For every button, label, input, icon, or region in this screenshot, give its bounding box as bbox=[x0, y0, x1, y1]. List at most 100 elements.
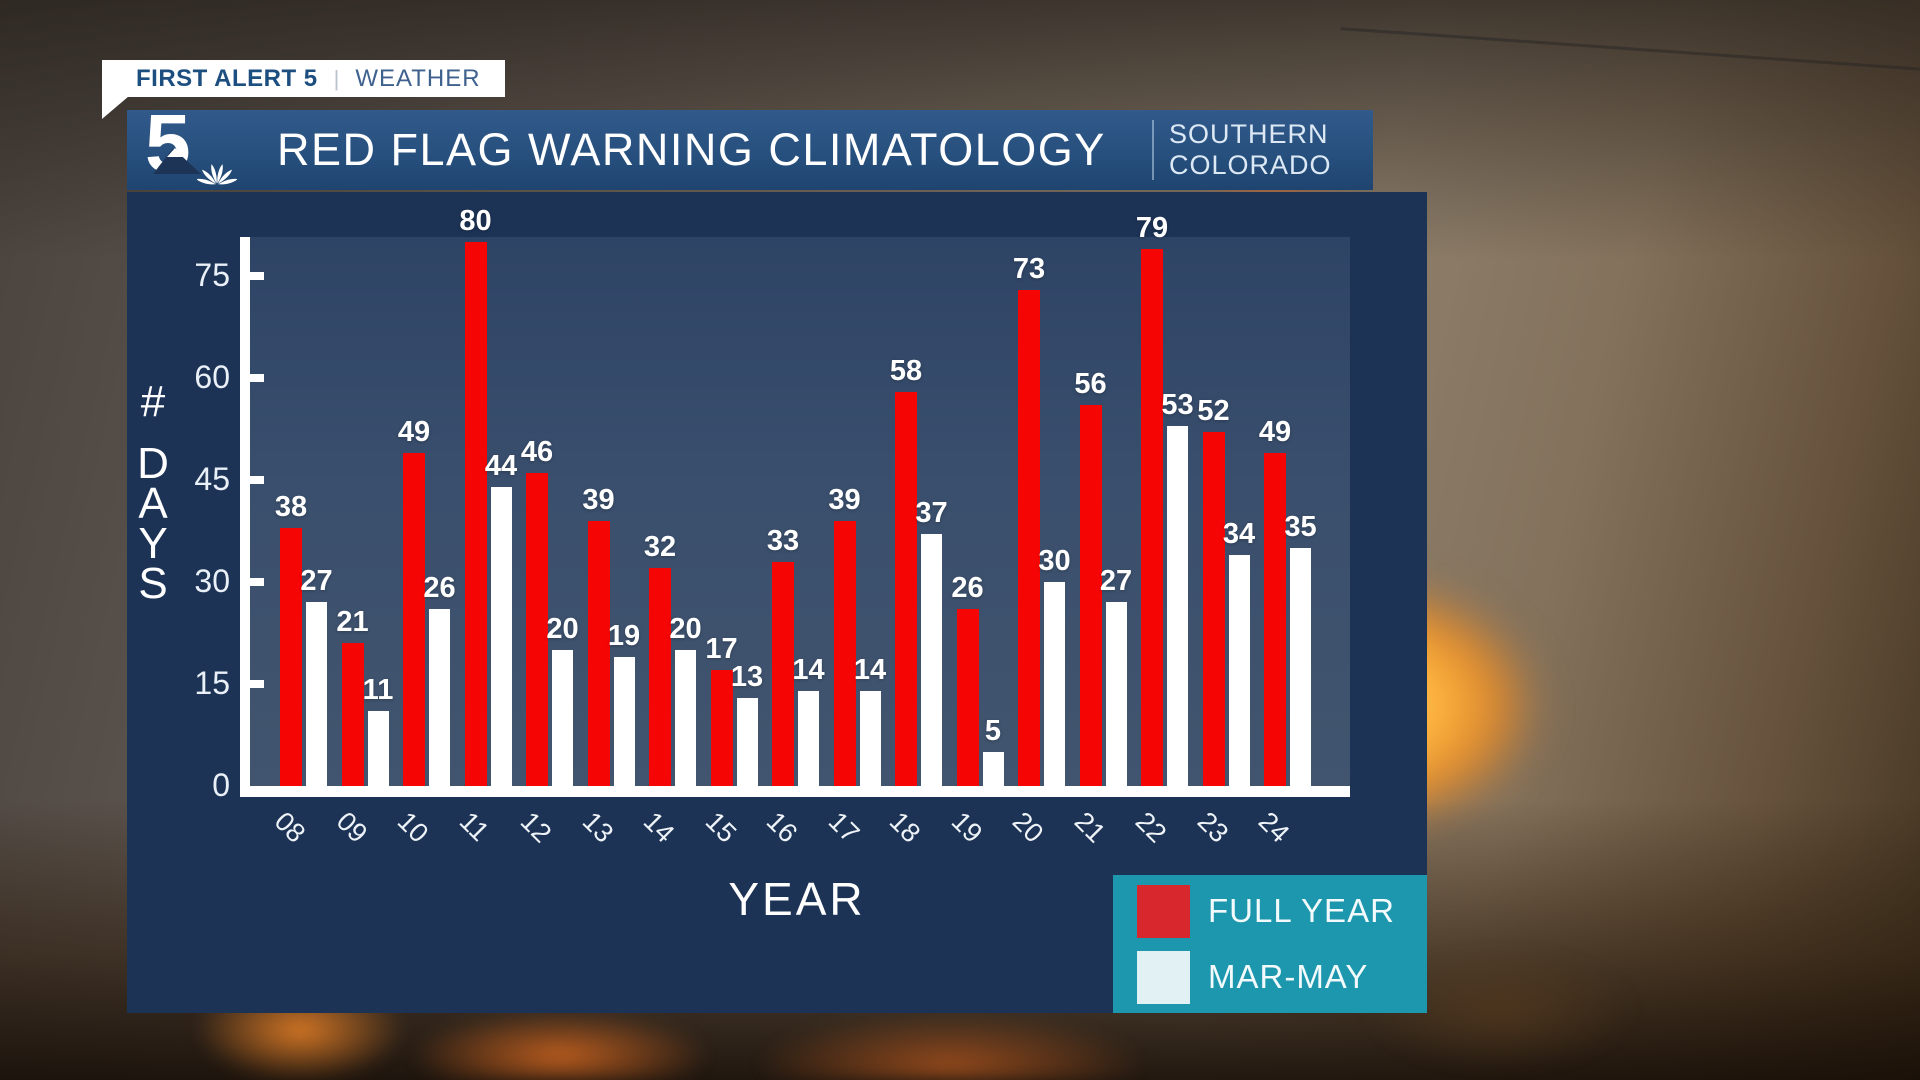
bar-full-year bbox=[403, 452, 425, 786]
y-tick bbox=[250, 476, 264, 484]
bar-full-year bbox=[772, 561, 794, 786]
x-tick-label: 10 bbox=[391, 806, 435, 849]
bar-value-label: 30 bbox=[1038, 545, 1071, 577]
bar-value-label: 46 bbox=[520, 436, 554, 469]
y-tick-label: 30 bbox=[194, 563, 230, 599]
bar-value-label: 49 bbox=[1258, 415, 1292, 448]
bar-value-label: 14 bbox=[792, 653, 825, 686]
bar-full-year bbox=[1141, 248, 1163, 786]
bar-value-label: 37 bbox=[915, 497, 948, 530]
bar-value-label: 58 bbox=[889, 354, 923, 387]
bar-mar-may bbox=[675, 650, 696, 786]
y-tick-label: 15 bbox=[194, 665, 230, 701]
y-tick-label: 60 bbox=[194, 359, 230, 395]
bar-value-label: 21 bbox=[336, 606, 369, 639]
bar-value-label: 20 bbox=[669, 613, 702, 645]
station-5-logo: 5 bbox=[145, 103, 255, 190]
bar-full-year bbox=[464, 242, 487, 786]
y-axis-line bbox=[240, 237, 250, 797]
x-axis-label: YEAR bbox=[728, 873, 866, 925]
x-tick-label: 21 bbox=[1068, 806, 1111, 849]
bar-value-label: 39 bbox=[582, 483, 615, 516]
legend-label: FULL YEAR bbox=[1208, 892, 1395, 929]
badge-brand-text: FIRST ALERT 5 bbox=[136, 64, 318, 92]
header-divider bbox=[1152, 120, 1154, 180]
bar-value-label: 49 bbox=[397, 415, 431, 448]
bar-mar-may bbox=[306, 602, 327, 786]
x-tick-label: 08 bbox=[268, 806, 312, 849]
x-tick-label: 09 bbox=[330, 806, 373, 849]
y-tick bbox=[250, 374, 264, 382]
x-tick-label: 14 bbox=[637, 806, 681, 849]
bar-value-label: 44 bbox=[484, 449, 518, 482]
y-axis-label-letter: S bbox=[138, 559, 168, 608]
bar-full-year bbox=[1264, 452, 1286, 786]
bar-mar-may bbox=[429, 609, 450, 786]
y-tick-label: 45 bbox=[194, 461, 230, 497]
bar-full-year bbox=[710, 670, 733, 786]
chart-legend: FULL YEAR MAR-MAY bbox=[1113, 875, 1427, 1013]
y-tick bbox=[250, 272, 264, 280]
bar-value-label: 73 bbox=[1012, 252, 1046, 285]
y-axis-label-letter: A bbox=[138, 479, 168, 528]
x-tick-label: 19 bbox=[945, 806, 988, 849]
bar-value-label: 20 bbox=[546, 613, 579, 645]
y-tick-label: 0 bbox=[212, 767, 230, 803]
x-tick-label: 23 bbox=[1191, 806, 1234, 849]
bar-mar-may bbox=[1167, 425, 1188, 786]
legend-label: MAR-MAY bbox=[1208, 958, 1369, 995]
bar-value-label: 35 bbox=[1284, 511, 1317, 543]
bar-mar-may bbox=[736, 697, 758, 786]
bar-value-label: 17 bbox=[705, 633, 738, 666]
bar-full-year bbox=[341, 643, 364, 786]
bar-value-label: 33 bbox=[766, 524, 800, 557]
badge-section-text: WEATHER bbox=[355, 64, 481, 92]
bar-mar-may bbox=[798, 690, 819, 786]
bar-mar-may bbox=[1044, 582, 1065, 786]
bar-value-label: 19 bbox=[607, 619, 641, 652]
bar-mar-may bbox=[921, 534, 942, 786]
legend-swatch bbox=[1137, 884, 1190, 938]
chart-title: RED FLAG WARNING CLIMATOLOGY bbox=[277, 124, 1106, 175]
region-line1: SOUTHERN bbox=[1169, 119, 1329, 149]
bar-value-label: 26 bbox=[423, 572, 456, 605]
legend-row: FULL YEAR bbox=[1137, 884, 1427, 938]
badge-divider: | bbox=[333, 65, 340, 91]
x-tick-label: 24 bbox=[1252, 806, 1296, 849]
bar-value-label: 56 bbox=[1074, 368, 1107, 401]
bar-mar-may bbox=[1105, 602, 1127, 786]
bar-mar-may bbox=[367, 711, 389, 786]
region-line2: COLORADO bbox=[1169, 150, 1332, 180]
y-tick bbox=[250, 680, 264, 688]
bar-value-label: 27 bbox=[300, 565, 333, 598]
x-tick-label: 22 bbox=[1129, 806, 1173, 849]
bar-full-year bbox=[833, 520, 856, 786]
bar-mar-may bbox=[613, 656, 635, 786]
x-tick-label: 16 bbox=[760, 806, 804, 849]
y-axis-label-hash: # bbox=[140, 377, 166, 426]
region-label: SOUTHERN COLORADO bbox=[1169, 119, 1332, 181]
bar-full-year bbox=[280, 527, 302, 786]
bar-mar-may bbox=[982, 752, 1004, 786]
bar-mar-may bbox=[1290, 548, 1311, 786]
bar-full-year bbox=[526, 473, 548, 786]
bar-value-label: 14 bbox=[853, 653, 887, 686]
y-tick bbox=[250, 578, 264, 586]
x-tick-label: 11 bbox=[453, 806, 495, 848]
bar-full-year bbox=[956, 609, 979, 786]
bar-value-label: 53 bbox=[1161, 388, 1194, 421]
bar-value-label: 5 bbox=[984, 715, 1002, 747]
chart-header-bar: 5 RED FLAG WARNING CLIMATOLOGY SOUTHERN … bbox=[127, 103, 1373, 190]
bar-value-label: 38 bbox=[274, 490, 308, 523]
x-tick-label: 13 bbox=[576, 806, 619, 849]
bar-value-label: 80 bbox=[459, 205, 492, 237]
badge-pointer-tail bbox=[102, 96, 129, 119]
legend-row: MAR-MAY bbox=[1137, 950, 1427, 1004]
bar-mar-may bbox=[490, 486, 512, 786]
bar-full-year bbox=[649, 568, 671, 786]
x-tick-label: 20 bbox=[1006, 806, 1050, 849]
bar-value-label: 79 bbox=[1135, 211, 1169, 244]
bar-value-label: 39 bbox=[828, 483, 861, 516]
